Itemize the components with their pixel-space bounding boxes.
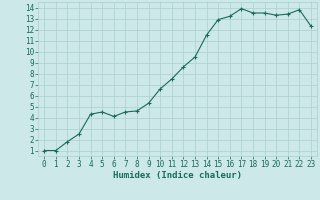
X-axis label: Humidex (Indice chaleur): Humidex (Indice chaleur) xyxy=(113,171,242,180)
